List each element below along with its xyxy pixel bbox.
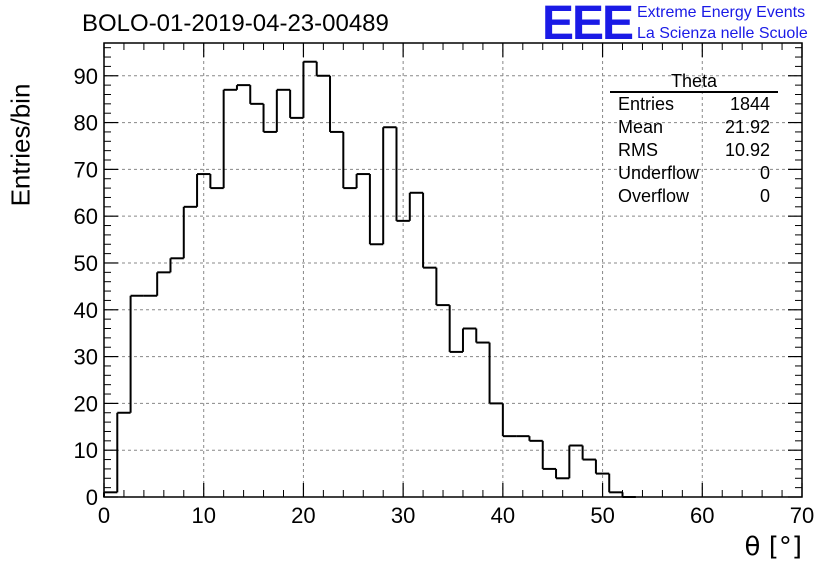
stats-value: 0 <box>759 186 770 206</box>
stats-label: Entries <box>618 94 675 114</box>
stats-row-entries: Entries 1844 <box>610 93 778 116</box>
tick-labels: 0 10 20 30 40 50 60 70 0 10 20 30 40 50 60 70 80 90 <box>74 64 815 528</box>
stats-label: RMS <box>618 140 658 160</box>
org-name-line1: Extreme Energy Events <box>637 4 806 21</box>
y-tick-label: 80 <box>74 111 98 136</box>
x-tick-label: 50 <box>590 503 614 528</box>
y-tick-label: 30 <box>74 345 98 370</box>
stats-row-underflow: Underflow 0 <box>610 162 778 185</box>
stats-box: Theta Entries 1844 Mean 21.92 RMS 10.92 … <box>610 71 778 208</box>
y-tick-label: 0 <box>86 485 98 510</box>
y-tick-label: 60 <box>74 204 98 229</box>
org-name-line2: La Scienza nelle Scuole <box>637 25 808 42</box>
y-axis-label: Entries/bin <box>5 83 36 207</box>
stats-label: Overflow <box>618 186 690 206</box>
y-axis-label-box: Entries/bin <box>6 84 36 207</box>
stats-value: 1844 <box>729 94 770 114</box>
stats-title: Theta <box>610 71 778 93</box>
y-tick-label: 40 <box>74 298 98 323</box>
stats-label: Mean <box>618 117 664 137</box>
y-tick-label: 50 <box>74 251 98 276</box>
x-tick-label: 60 <box>690 503 714 528</box>
y-tick-label: 10 <box>74 438 98 463</box>
y-tick-label: 90 <box>74 64 98 89</box>
eee-logo: EEE <box>542 0 634 50</box>
y-tick-label: 70 <box>74 157 98 182</box>
x-tick-label: 70 <box>790 503 814 528</box>
plot-frame <box>103 42 803 498</box>
x-axis-label: θ [°] <box>744 532 802 562</box>
x-tick-label: 20 <box>291 503 315 528</box>
stats-value: 21.92 <box>724 117 770 137</box>
x-tick-label: 10 <box>191 503 215 528</box>
stats-label: Underflow <box>618 163 700 183</box>
stats-row-mean: Mean 21.92 <box>610 116 778 139</box>
y-tick-label: 20 <box>74 391 98 416</box>
x-tick-label: 0 <box>98 503 110 528</box>
histogram-bins <box>103 60 636 498</box>
stats-row-rms: RMS 10.92 <box>610 139 778 162</box>
x-tick-label: 40 <box>491 503 515 528</box>
stats-value: 10.92 <box>724 140 770 160</box>
stats-value: 0 <box>759 163 770 183</box>
stats-row-overflow: Overflow 0 <box>610 185 778 208</box>
x-tick-label: 30 <box>391 503 415 528</box>
run-title: BOLO-01-2019-04-23-00489 <box>82 10 389 37</box>
